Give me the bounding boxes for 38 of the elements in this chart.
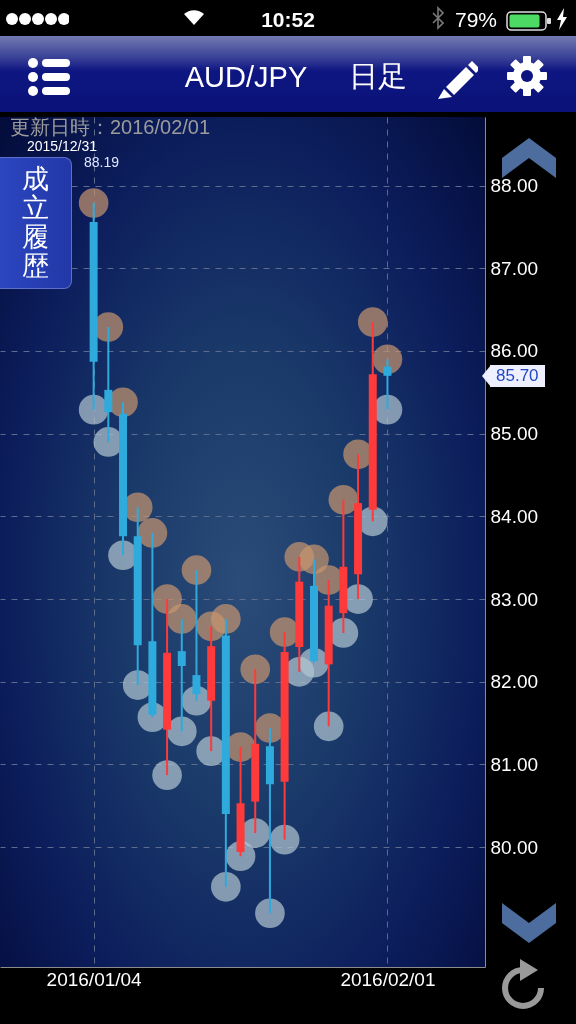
y-tick-label: 86.00 xyxy=(490,340,539,362)
point xyxy=(181,555,212,585)
y-tick-label: 84.00 xyxy=(490,505,539,527)
point xyxy=(211,604,241,634)
y-tick-label: 88.00 xyxy=(490,175,539,197)
x-tick-label: 2016/02/01 xyxy=(340,968,436,990)
y-tick-label: 80.00 xyxy=(490,836,539,858)
annotation: 更新日時：2016/02/01 xyxy=(10,116,211,138)
y-tick-label: 83.00 xyxy=(490,588,539,610)
candlestick xyxy=(192,569,201,702)
point xyxy=(313,711,344,742)
text: 79% xyxy=(455,8,498,31)
point xyxy=(166,604,197,634)
candlestick xyxy=(177,617,186,733)
point xyxy=(328,485,359,515)
point xyxy=(78,188,109,218)
text: 85.70 xyxy=(490,365,545,387)
y-tick-label: 85.00 xyxy=(490,423,539,445)
chart-subtitle: 日足 xyxy=(349,60,407,92)
point xyxy=(166,716,197,747)
point xyxy=(137,518,168,548)
point xyxy=(152,760,182,790)
x-tick-label: 2016/01/04 xyxy=(46,968,143,990)
candlestick xyxy=(383,358,392,411)
point xyxy=(357,307,388,337)
point xyxy=(269,824,300,855)
y-tick-label: 82.00 xyxy=(490,671,539,693)
chart-title: AUD/JPY xyxy=(184,61,308,93)
annotation: 2015/12/31 xyxy=(27,138,98,154)
tab-button: 成立履歴 xyxy=(0,157,72,289)
text: 10:52 xyxy=(261,8,315,31)
point xyxy=(240,654,271,685)
y-tick-label: 81.00 xyxy=(490,753,539,775)
point xyxy=(211,871,241,902)
annotation: 88.19 xyxy=(84,154,120,170)
candlestick xyxy=(104,326,113,443)
point xyxy=(255,898,285,929)
y-tick-label: 87.00 xyxy=(490,257,539,279)
